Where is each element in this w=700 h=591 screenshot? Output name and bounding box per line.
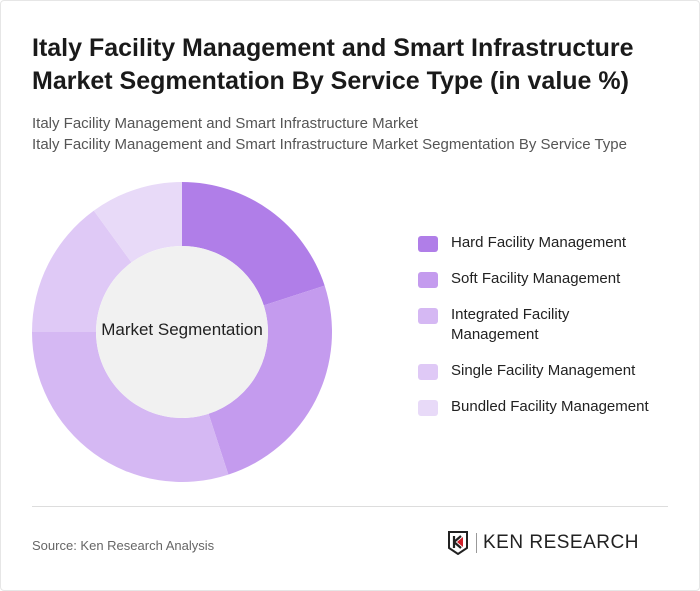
legend-swatch <box>418 364 438 380</box>
legend-label: Integrated Facility Management <box>451 306 570 343</box>
legend-label: Single Facility Management <box>451 362 636 379</box>
subtitle-line-2: Italy Facility Management and Smart Infr… <box>32 136 627 153</box>
slice-soft-facility-management <box>208 285 332 475</box>
logo-icon <box>448 531 468 555</box>
legend-item: Integrated Facility Management <box>418 305 666 345</box>
legend-swatch <box>418 272 438 288</box>
legend-item: Single Facility Management <box>418 361 666 381</box>
legend-label: Hard Facility Management <box>451 234 627 251</box>
slice-bundled-facility-management <box>93 182 182 263</box>
donut-hole <box>96 246 268 418</box>
divider <box>32 506 668 507</box>
donut-chart <box>32 182 332 483</box>
slice-hard-facility-management <box>182 182 325 306</box>
ken-research-logo: KEN RESEARCH <box>448 531 639 555</box>
legend-label: Soft Facility Management <box>451 270 621 287</box>
legend-label: Bundled Facility Management <box>451 398 649 415</box>
legend-swatch <box>418 236 438 252</box>
legend-item: Soft Facility Management <box>418 269 666 289</box>
slice-integrated-facility-management <box>32 332 229 483</box>
center-label: Market Segmentation <box>101 320 263 339</box>
subtitle-line-1: Italy Facility Management and Smart Infr… <box>32 115 418 132</box>
legend: Hard Facility Management Soft Facility Ma… <box>418 233 666 433</box>
slice-single-facility-management <box>32 210 132 332</box>
legend-swatch <box>418 308 438 324</box>
source-note: Source: Ken Research Analysis <box>32 538 215 553</box>
page-title: Italy Facility Management and Smart Infr… <box>32 34 634 95</box>
legend-swatch <box>418 400 438 416</box>
legend-item: Hard Facility Management <box>418 233 666 253</box>
subtitle: Italy Facility Management and Smart Infr… <box>32 113 627 155</box>
legend-item: Bundled Facility Management <box>418 397 666 417</box>
logo-text: KEN RESEARCH <box>476 533 639 553</box>
